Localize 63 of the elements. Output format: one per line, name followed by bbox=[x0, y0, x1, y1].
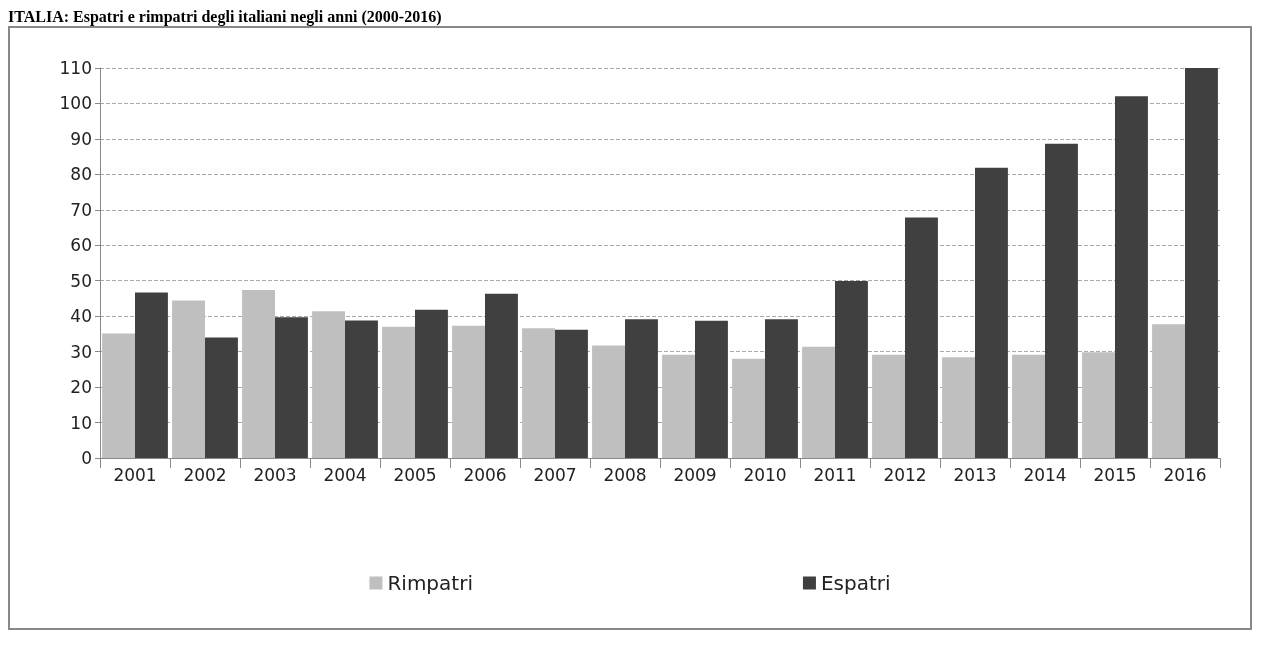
bar bbox=[135, 292, 168, 458]
bar bbox=[942, 357, 975, 458]
bar bbox=[242, 289, 275, 458]
bar bbox=[625, 319, 658, 458]
y-tick-label: 20 bbox=[70, 377, 92, 398]
bar bbox=[905, 217, 938, 458]
bar bbox=[802, 346, 835, 458]
bar bbox=[415, 309, 448, 458]
x-tick-label: 2003 bbox=[253, 464, 297, 485]
y-tick-label: 30 bbox=[70, 341, 92, 362]
bar bbox=[695, 320, 728, 458]
x-tick-label: 2016 bbox=[1163, 464, 1207, 485]
y-tick-label: 70 bbox=[70, 199, 92, 220]
y-tick-label: 90 bbox=[70, 128, 92, 149]
bar bbox=[1082, 352, 1115, 458]
bar bbox=[1152, 324, 1185, 458]
x-tick-label: 2005 bbox=[393, 464, 437, 485]
x-tick-label: 2015 bbox=[1093, 464, 1137, 485]
bar bbox=[312, 311, 345, 458]
x-tick-label: 2006 bbox=[463, 464, 507, 485]
y-tick-label: 60 bbox=[70, 235, 92, 256]
legend-label: Espatri bbox=[820, 571, 891, 595]
x-tick-label: 2014 bbox=[1023, 464, 1067, 485]
bar bbox=[872, 354, 905, 458]
bar bbox=[102, 333, 135, 458]
bar bbox=[1185, 68, 1218, 458]
bar bbox=[555, 329, 588, 458]
legend-label: Rimpatri bbox=[387, 571, 473, 595]
y-tick-label: 110 bbox=[59, 58, 92, 78]
x-tick-label: 2001 bbox=[113, 464, 157, 485]
chart-title: ITALIA: Espatri e rimpatri degli italiani negli anni (2000-2016) bbox=[8, 8, 443, 26]
y-tick-label: 80 bbox=[70, 164, 92, 185]
bar bbox=[835, 281, 868, 458]
x-tick-label: 2013 bbox=[953, 464, 997, 485]
y-tick-label: 0 bbox=[81, 448, 92, 468]
x-tick-label: 2004 bbox=[323, 464, 367, 485]
bar bbox=[975, 167, 1008, 458]
bar bbox=[205, 337, 238, 458]
bar bbox=[662, 354, 695, 458]
bar bbox=[485, 293, 518, 458]
bar bbox=[1012, 354, 1045, 458]
x-tick-label: 2011 bbox=[813, 464, 857, 485]
y-tick-label: 50 bbox=[70, 270, 92, 291]
x-tick-label: 2012 bbox=[883, 464, 927, 485]
bar bbox=[452, 325, 485, 458]
y-tick-label: 100 bbox=[59, 93, 92, 114]
bar bbox=[382, 326, 415, 458]
x-tick-label: 2007 bbox=[533, 464, 577, 485]
bar bbox=[172, 300, 205, 458]
x-tick-label: 2009 bbox=[673, 464, 717, 485]
bar bbox=[765, 319, 798, 458]
x-tick-label: 2002 bbox=[183, 464, 227, 485]
y-tick-label: 40 bbox=[70, 306, 92, 327]
bar bbox=[522, 328, 555, 458]
bar bbox=[275, 317, 308, 458]
x-tick-label: 2008 bbox=[603, 464, 647, 485]
bar bbox=[732, 358, 765, 458]
x-tick-label: 2010 bbox=[743, 464, 787, 485]
bar bbox=[592, 345, 625, 458]
bar bbox=[345, 320, 378, 458]
y-tick-label: 10 bbox=[70, 412, 92, 433]
bar bbox=[1045, 143, 1078, 458]
bar bbox=[1115, 96, 1148, 458]
